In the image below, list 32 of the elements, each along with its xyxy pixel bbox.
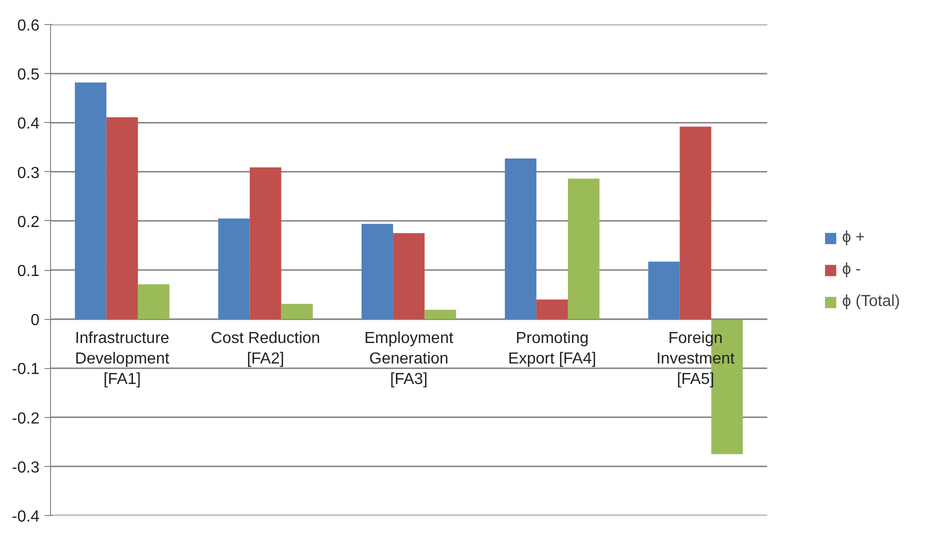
bar [74, 82, 106, 320]
bar [648, 262, 680, 320]
y-tick-label: 0.6 [17, 18, 40, 34]
x-tick-label: Infrastructure Development [FA1] [75, 330, 170, 388]
bar [680, 126, 712, 320]
bar [106, 117, 138, 320]
y-tick-label: 0.4 [17, 116, 40, 133]
bar [281, 304, 313, 320]
bar [536, 299, 568, 320]
x-tick-label: Cost Reduction [FA2] [210, 330, 320, 368]
x-tick-label: Promoting Export [FA4] [508, 330, 596, 368]
y-tick-label: 0 [30, 312, 40, 330]
y-tick-label: 0.5 [17, 66, 40, 84]
y-tick-label: 0.2 [17, 214, 40, 231]
bar [393, 233, 425, 320]
legend-label: ϕ + [842, 228, 865, 246]
y-tick-label: -0.4 [12, 508, 40, 526]
y-tick-label: 0.3 [17, 164, 40, 182]
y-tick-label: -0.2 [12, 410, 40, 428]
bar [250, 167, 282, 320]
bar [504, 158, 536, 320]
bar [218, 218, 250, 320]
bar [424, 310, 456, 320]
y-tick-label: -0.3 [12, 459, 40, 476]
x-tick-label: Employment Generation [FA3] [364, 330, 454, 388]
legend-label: ϕ - [842, 260, 862, 278]
legend-label: ϕ (Total) [842, 292, 900, 310]
bar [138, 284, 170, 320]
y-tick-label: -0.1 [12, 361, 40, 378]
y-tick-label: 0.1 [17, 263, 40, 280]
bar [362, 224, 394, 320]
bar [568, 178, 600, 320]
